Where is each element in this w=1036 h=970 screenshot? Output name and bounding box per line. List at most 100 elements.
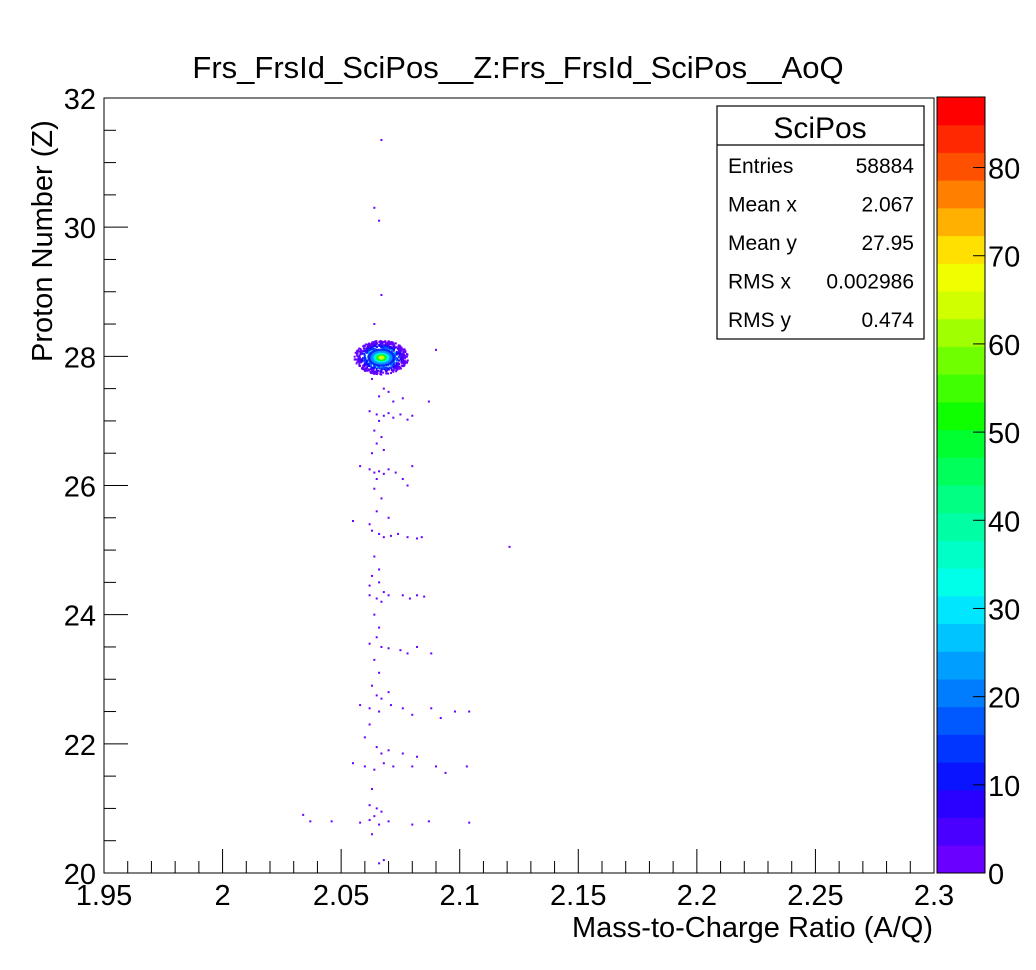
hotspot-cell bbox=[405, 355, 408, 358]
color-scale-label: 30 bbox=[988, 594, 1020, 626]
data-point bbox=[416, 594, 419, 597]
data-point bbox=[309, 820, 312, 823]
hotspot-cell bbox=[360, 361, 363, 364]
y-tick-label: 28 bbox=[64, 342, 96, 374]
data-point bbox=[401, 478, 404, 481]
hotspot-cell bbox=[385, 344, 388, 347]
y-tick-label: 24 bbox=[64, 601, 96, 633]
hotspot-cell bbox=[402, 362, 405, 365]
hotspot-cell bbox=[396, 367, 399, 370]
data-point bbox=[363, 765, 366, 768]
hotspot-cell bbox=[365, 362, 368, 365]
data-point bbox=[378, 710, 381, 713]
data-point bbox=[382, 591, 385, 594]
hotspot-cell bbox=[361, 367, 364, 370]
hotspot-cell bbox=[393, 344, 396, 347]
hotspot-cell bbox=[369, 365, 372, 368]
data-point bbox=[401, 707, 404, 710]
hotspot-cell bbox=[375, 367, 378, 370]
data-point bbox=[420, 536, 423, 539]
hotspot-cell bbox=[399, 367, 402, 370]
hotspot-cell bbox=[396, 351, 399, 354]
data-point bbox=[406, 652, 409, 655]
hotspot-cell bbox=[361, 359, 364, 362]
hotspot-cell bbox=[390, 372, 393, 375]
data-point bbox=[416, 755, 419, 758]
y-tick-label: 32 bbox=[64, 84, 96, 116]
data-point bbox=[368, 594, 371, 597]
hotspot-cell bbox=[359, 348, 362, 351]
data-point bbox=[373, 555, 376, 558]
hotspot-cell bbox=[401, 358, 404, 361]
hotspot-cluster bbox=[353, 340, 409, 376]
hotspot-cell bbox=[367, 362, 370, 365]
hotspot-cell bbox=[357, 357, 360, 360]
hotspot-cell bbox=[392, 364, 395, 367]
stats-row-value: 58884 bbox=[856, 155, 915, 178]
hotspot-cell bbox=[358, 347, 361, 350]
data-point bbox=[375, 413, 378, 416]
y-tick-label: 30 bbox=[64, 213, 96, 245]
color-scale-band bbox=[937, 623, 985, 652]
data-point bbox=[380, 600, 383, 603]
data-point bbox=[387, 390, 390, 393]
hotspot-cell bbox=[378, 344, 381, 347]
hotspot-cell bbox=[370, 348, 373, 351]
hotspot-cell bbox=[362, 347, 365, 350]
hotspot-cell bbox=[393, 353, 396, 356]
data-point bbox=[387, 412, 390, 415]
data-point bbox=[378, 626, 381, 629]
hotspot-cell bbox=[368, 342, 371, 345]
hotspot-cell bbox=[404, 351, 407, 354]
color-scale-label: 0 bbox=[988, 859, 1004, 891]
data-point bbox=[380, 293, 383, 296]
color-scale-band bbox=[937, 318, 985, 347]
hotspot-cell bbox=[379, 342, 382, 345]
hotspot-cell bbox=[366, 351, 369, 354]
color-scale-band bbox=[937, 207, 985, 237]
hotspot-cell bbox=[404, 349, 407, 352]
color-scale-band bbox=[937, 568, 985, 597]
hotspot-cell bbox=[365, 363, 368, 366]
color-scale-band bbox=[937, 762, 985, 791]
hotspot-cell bbox=[384, 369, 387, 372]
hotspot-cell bbox=[384, 346, 387, 349]
color-scale-band bbox=[937, 845, 985, 874]
data-point bbox=[375, 478, 378, 481]
data-point bbox=[363, 736, 366, 739]
hotspot-cell bbox=[397, 365, 400, 368]
hotspot-cell bbox=[397, 355, 400, 358]
hotspot-cell bbox=[384, 341, 387, 344]
data-point bbox=[387, 647, 390, 650]
hotspot-cell bbox=[387, 372, 390, 375]
data-point bbox=[387, 594, 390, 597]
hotspot-cell bbox=[368, 351, 371, 354]
hotspot-cell bbox=[362, 364, 365, 367]
data-point bbox=[373, 429, 376, 432]
hotspot-cell bbox=[392, 368, 395, 371]
color-scale-frame bbox=[936, 96, 986, 874]
hotspot-cell bbox=[404, 354, 407, 357]
color-scale-band bbox=[937, 152, 985, 181]
hotspot-cell bbox=[358, 354, 361, 357]
hotspot-cell bbox=[400, 356, 403, 359]
hotspot-cell bbox=[362, 349, 365, 352]
data-point bbox=[352, 762, 354, 765]
y-axis-label: Proton Number (Z) bbox=[27, 120, 59, 362]
data-point bbox=[430, 652, 433, 655]
hotspot-cell bbox=[364, 357, 367, 360]
hotspot-cell bbox=[356, 351, 359, 354]
color-scale-label: 40 bbox=[988, 506, 1020, 538]
hotspot-cell bbox=[394, 357, 397, 360]
hotspot-cell bbox=[391, 347, 394, 350]
data-point bbox=[373, 768, 376, 771]
scatter-marks bbox=[302, 138, 511, 865]
data-point bbox=[375, 597, 378, 600]
color-scale-label: 50 bbox=[988, 418, 1020, 450]
data-point bbox=[387, 468, 390, 471]
color-scale-label: 20 bbox=[988, 683, 1020, 715]
data-point bbox=[401, 594, 404, 597]
hotspot-cell bbox=[381, 342, 384, 345]
data-point bbox=[368, 410, 371, 413]
x-tick-label: 2.3 bbox=[914, 880, 954, 912]
